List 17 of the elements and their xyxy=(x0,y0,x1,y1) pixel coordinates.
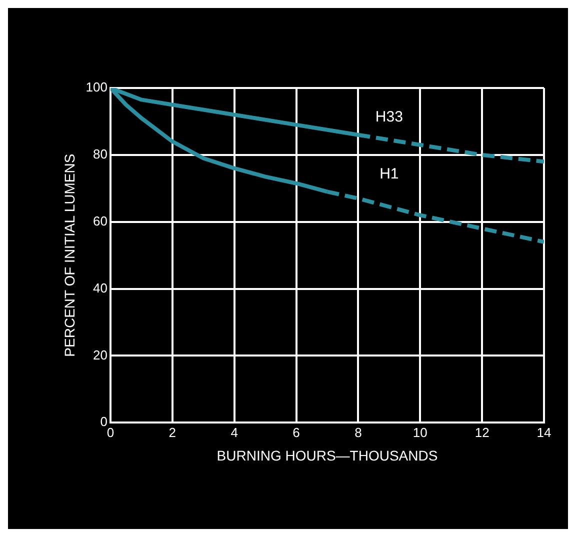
y-axis-title: PERCENT OF INITIAL LUMENS xyxy=(61,154,78,357)
series-label: H33 xyxy=(375,108,403,126)
y-tick-label: 100 xyxy=(86,80,108,95)
y-tick-label: 20 xyxy=(93,347,108,362)
x-tick-label: 14 xyxy=(536,424,552,440)
y-tick-label: 60 xyxy=(93,213,108,228)
x-axis-title: BURNING HOURS—THOUSANDS xyxy=(216,447,438,464)
x-tick-label: 4 xyxy=(230,424,238,440)
y-tick-label: 40 xyxy=(93,280,108,296)
x-tick-label: 6 xyxy=(292,424,300,440)
y-tick-label: 80 xyxy=(93,146,108,162)
x-tick-label: 8 xyxy=(354,424,362,440)
y-tick-label: 0 xyxy=(100,414,108,430)
x-tick-label: 12 xyxy=(474,424,490,440)
text: H1 xyxy=(380,165,399,182)
x-tick-label: 2 xyxy=(168,424,176,440)
x-tick-label: 10 xyxy=(412,424,428,440)
